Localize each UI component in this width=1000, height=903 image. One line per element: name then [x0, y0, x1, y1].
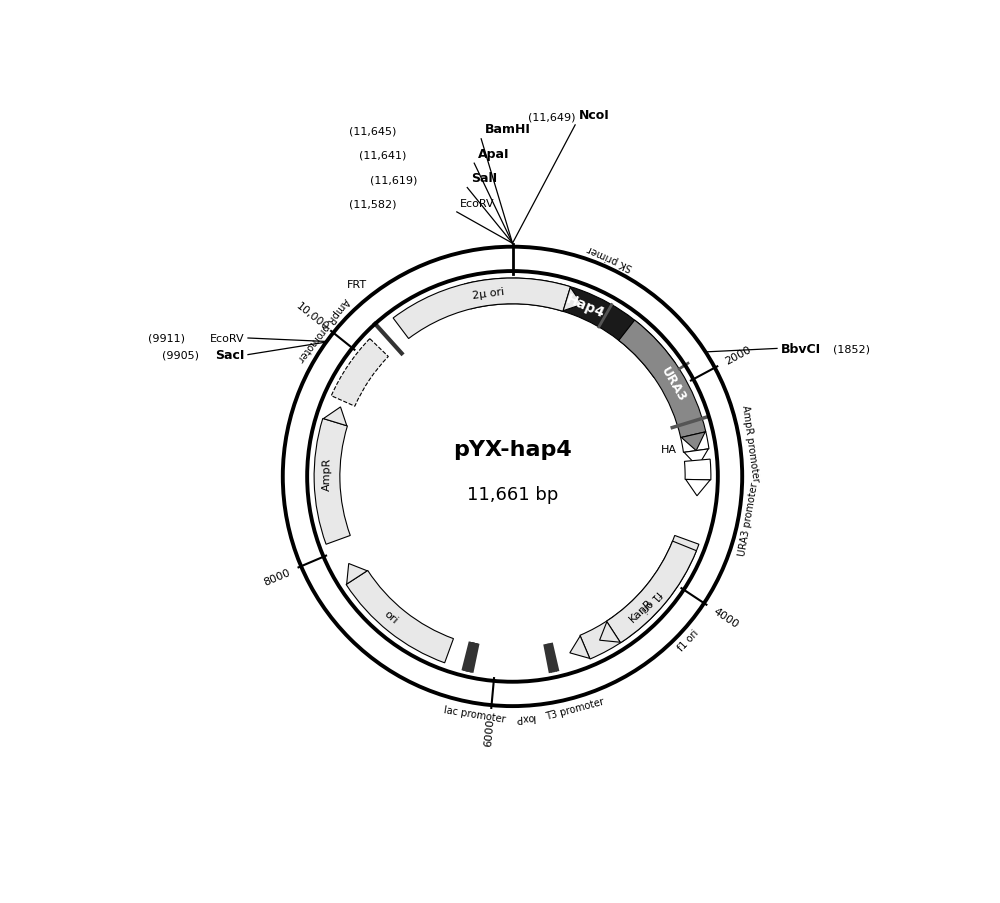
Text: SacI: SacI [215, 349, 245, 362]
Text: 11,661 bp: 11,661 bp [467, 485, 558, 503]
Text: 2μ ori: 2μ ori [472, 286, 505, 300]
Text: HA: HA [661, 444, 677, 454]
Text: BamHI: BamHI [485, 123, 531, 136]
Text: (11,582): (11,582) [349, 200, 396, 209]
Text: f1 ori: f1 ori [638, 588, 663, 613]
Text: Hap4: Hap4 [563, 292, 606, 321]
Wedge shape [580, 535, 699, 659]
Text: (11,645): (11,645) [349, 126, 396, 136]
Text: 8000: 8000 [262, 567, 292, 587]
Text: URA3: URA3 [658, 365, 688, 404]
Polygon shape [323, 407, 347, 426]
Polygon shape [347, 563, 367, 584]
Polygon shape [654, 364, 674, 384]
Wedge shape [314, 419, 350, 545]
Wedge shape [393, 279, 571, 340]
Polygon shape [570, 637, 590, 658]
Text: (11,649): (11,649) [528, 112, 575, 122]
Polygon shape [681, 433, 705, 452]
Text: SalI: SalI [471, 172, 497, 185]
Text: SK primer: SK primer [586, 244, 634, 272]
Text: ori: ori [382, 609, 400, 625]
Text: 6000: 6000 [483, 717, 495, 746]
Text: 4000: 4000 [712, 606, 741, 630]
Polygon shape [684, 450, 708, 467]
Text: AmpR promoter: AmpR promoter [295, 295, 351, 363]
Wedge shape [619, 321, 706, 438]
Text: 2000: 2000 [723, 345, 753, 367]
Text: URA3 promoter: URA3 promoter [738, 481, 760, 556]
Text: 10,000: 10,000 [295, 301, 331, 332]
Polygon shape [600, 622, 620, 643]
Wedge shape [681, 433, 709, 453]
Text: FRT: FRT [346, 280, 367, 290]
Text: ApaI: ApaI [478, 147, 509, 161]
Text: BbvCI: BbvCI [780, 342, 821, 356]
Text: AmpR promoter: AmpR promoter [740, 405, 761, 482]
Text: (1852): (1852) [833, 344, 870, 354]
Wedge shape [684, 460, 711, 480]
Text: f1 ori: f1 ori [676, 628, 700, 653]
Wedge shape [607, 542, 696, 643]
Polygon shape [563, 288, 582, 312]
Text: NcoI: NcoI [579, 109, 609, 122]
Wedge shape [346, 571, 453, 663]
Text: pYX-hap4: pYX-hap4 [453, 439, 572, 459]
Text: (11,619): (11,619) [370, 175, 417, 185]
Text: (11,641): (11,641) [359, 151, 407, 161]
Text: KanR: KanR [628, 597, 655, 624]
Text: AmpR: AmpR [322, 457, 332, 490]
Text: (9905): (9905) [162, 350, 199, 360]
Wedge shape [465, 279, 675, 378]
Text: EcoRV: EcoRV [460, 200, 495, 209]
Text: loxP: loxP [515, 711, 535, 721]
Text: (9911): (9911) [148, 333, 185, 344]
Text: lac promoter: lac promoter [443, 704, 507, 723]
Polygon shape [686, 479, 710, 497]
Text: EcoRV: EcoRV [210, 333, 245, 344]
Wedge shape [331, 340, 388, 406]
Text: T3 promoter: T3 promoter [544, 696, 605, 721]
